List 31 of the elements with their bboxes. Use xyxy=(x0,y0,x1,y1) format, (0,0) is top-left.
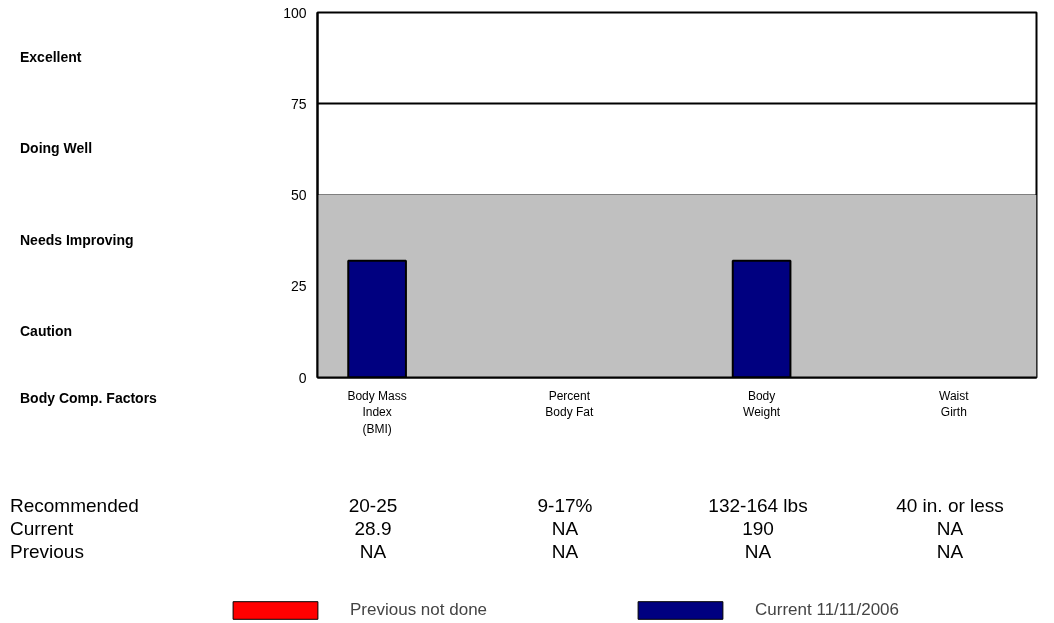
text: NA xyxy=(551,540,579,565)
text: NA xyxy=(744,540,772,565)
text: Needs Improving xyxy=(20,231,134,250)
text: 20-25 xyxy=(348,494,398,519)
text: 132-164 lbs xyxy=(708,494,808,519)
y-tick-label: 25 xyxy=(290,278,307,295)
text: Previous xyxy=(10,540,84,565)
text: 40 in. or less xyxy=(896,494,1004,519)
text: NA xyxy=(359,540,387,565)
x-tick-label: Body Mass Index (BMI) xyxy=(347,388,407,437)
x-tick-label: Waist Girth xyxy=(939,388,970,420)
text: Recommended xyxy=(10,494,139,519)
text: 9-17% xyxy=(537,494,593,519)
x-tick-label: Percent Body Fat xyxy=(545,388,595,420)
text: 28.9 xyxy=(354,517,392,542)
y-tick-label: 75 xyxy=(290,95,307,112)
y-tick-label: 50 xyxy=(290,187,307,203)
text: Current xyxy=(10,517,74,542)
text: NA xyxy=(551,517,579,542)
y-tick-label: 0 xyxy=(298,369,307,386)
x-tick-label: Body Weight xyxy=(743,388,781,420)
text: NA xyxy=(936,517,964,542)
y-tick-label: 100 xyxy=(283,4,307,21)
legend-label: Current 11/11/2006 xyxy=(755,600,900,620)
text: Caution xyxy=(20,322,73,341)
text: Doing Well xyxy=(20,139,93,158)
text: Body Comp. Factors xyxy=(20,389,157,408)
text: 190 xyxy=(742,517,774,542)
legend-label: Previous not done xyxy=(350,600,488,620)
text: NA xyxy=(936,540,964,565)
text: Excellent xyxy=(20,48,82,67)
